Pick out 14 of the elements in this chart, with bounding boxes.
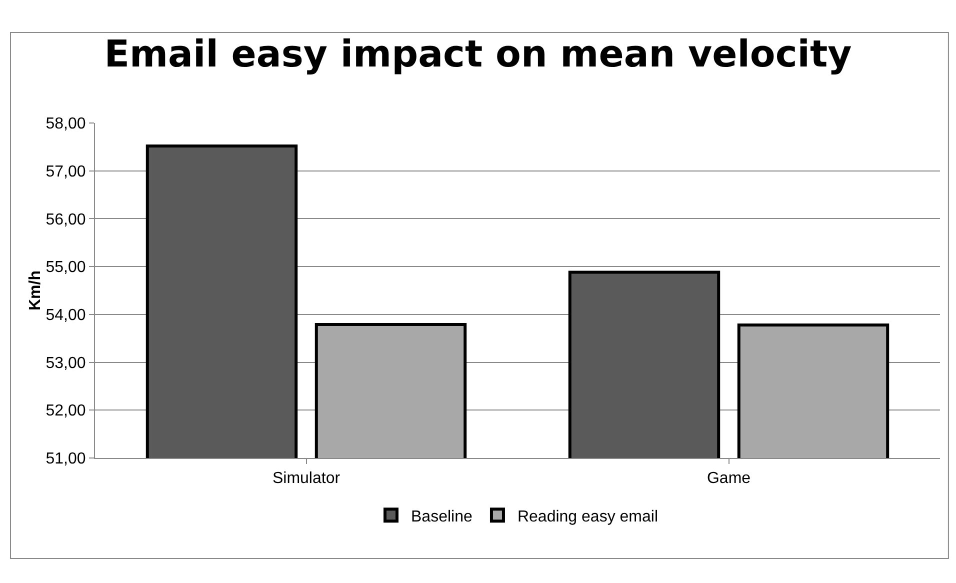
legend-label: Baseline xyxy=(411,508,472,526)
chart-title: Email easy impact on mean velocity xyxy=(104,32,852,76)
y-tick-label: 54,00 xyxy=(46,307,86,324)
x-tick-label: Game xyxy=(706,470,751,488)
y-tick-label: 56,00 xyxy=(46,211,86,228)
y-axis-title: Km/h xyxy=(26,270,44,310)
y-tick-label: 53,00 xyxy=(46,354,86,372)
y-tick-label: 58,00 xyxy=(46,116,86,133)
y-tick-label: 52,00 xyxy=(46,402,86,420)
x-tick-label: Simulator xyxy=(272,470,341,488)
legend-label: Reading easy email xyxy=(517,508,658,526)
y-tick-label: 55,00 xyxy=(46,259,86,276)
y-tick-label: 51,00 xyxy=(46,450,86,468)
y-tick-label: 57,00 xyxy=(46,163,86,180)
